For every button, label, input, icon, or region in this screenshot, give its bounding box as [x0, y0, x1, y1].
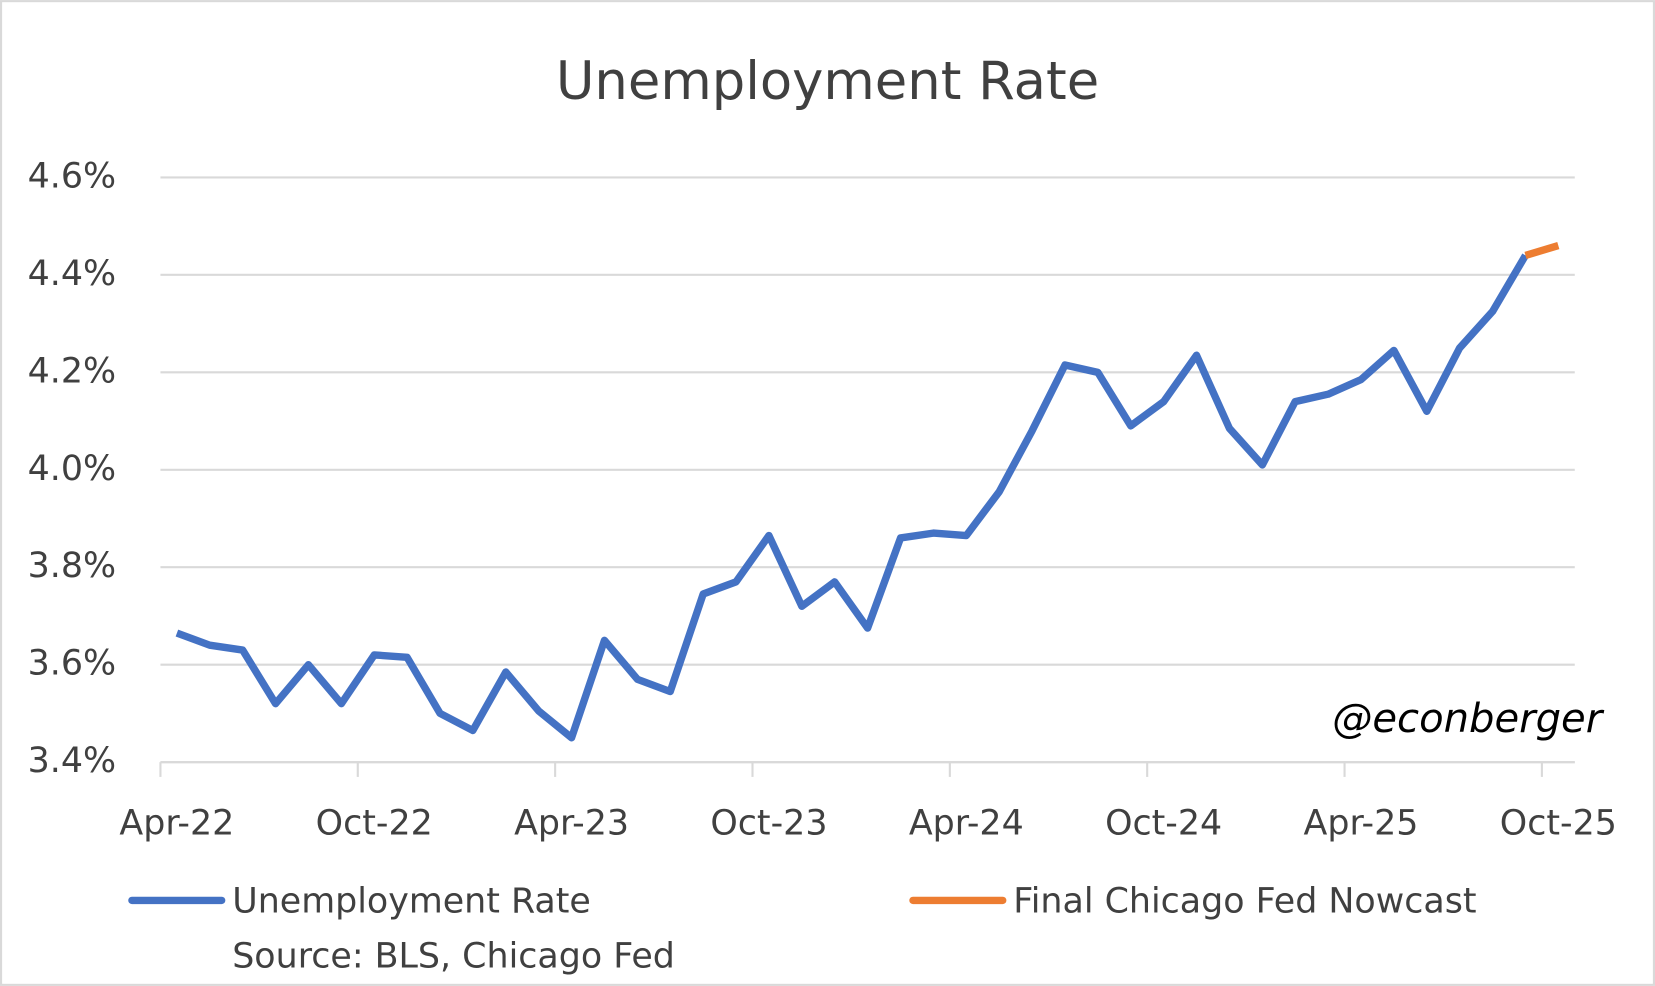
y-tick-label: 4.6% [28, 156, 116, 196]
y-tick-label: 4.4% [28, 254, 116, 294]
x-tick-label: Oct-25 [1500, 803, 1617, 843]
source-note: Source: BLS, Chicago Fed [232, 936, 675, 976]
y-tick-label: 4.0% [28, 449, 116, 489]
x-tick-label: Apr-24 [909, 803, 1024, 843]
x-tick-label: Oct-23 [710, 803, 827, 843]
x-tick-label: Apr-22 [119, 803, 234, 843]
y-tick-label: 3.8% [28, 546, 116, 586]
annotation: @econberger [1332, 696, 1604, 742]
x-tick-label: Apr-23 [514, 803, 629, 843]
series-line [1524, 242, 1560, 259]
y-tick-label: 4.2% [28, 351, 116, 391]
x-tick-label: Apr-25 [1304, 803, 1419, 843]
chart-title: Unemployment Rate [556, 51, 1099, 112]
x-tick-label: Oct-24 [1105, 803, 1222, 843]
x-tick-label: Oct-22 [316, 803, 433, 843]
legend-label: Unemployment Rate [232, 882, 591, 922]
legend-label: Final Chicago Fed Nowcast [1013, 882, 1476, 922]
y-tick-label: 3.4% [28, 741, 116, 781]
y-tick-label: 3.6% [28, 644, 116, 684]
series-line [175, 253, 1529, 742]
